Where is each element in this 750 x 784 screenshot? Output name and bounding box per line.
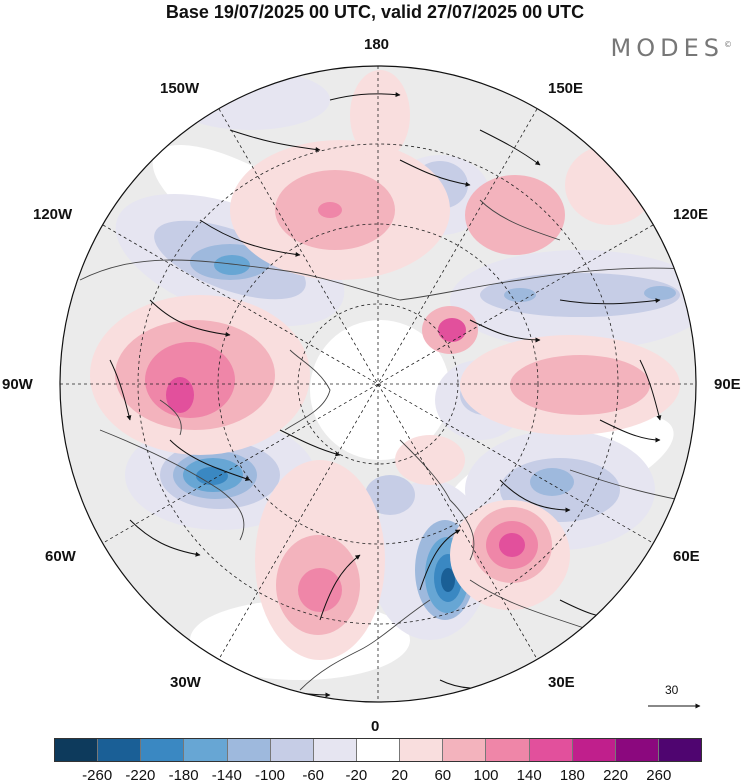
negative-anomaly [480, 273, 680, 317]
positive-anomaly [465, 175, 565, 255]
polar-cap-neutral [310, 320, 450, 460]
lon-label-0: 0 [371, 718, 380, 735]
colorbar-tick-label: -180 [168, 767, 199, 784]
colorbar-tick-label: 60 [434, 767, 452, 784]
colorbar-tick-label: 100 [473, 767, 499, 784]
copyright-mark: © [724, 40, 732, 49]
negative-anomaly [530, 468, 574, 496]
colorbar-tick-label: -100 [254, 767, 286, 784]
wind-streamlines [109, 92, 662, 698]
colorbar-swatch [98, 739, 142, 761]
colorbar-swatch [184, 739, 228, 761]
negative-anomaly [170, 70, 330, 130]
modes-logo: MODES© [611, 34, 732, 62]
colorbar-tick-label: -260 [82, 767, 113, 784]
coastlines [79, 199, 696, 691]
colorbar-tick-label: -20 [345, 767, 368, 784]
positive-anomaly [510, 355, 650, 415]
graticule [60, 66, 696, 702]
negative-anomaly [214, 255, 250, 275]
lon-label-120w: 120W [33, 206, 73, 223]
colorbar-tick-label: 260 [646, 767, 672, 784]
positive-anomaly [499, 533, 525, 557]
lon-label-30w: 30W [170, 674, 201, 691]
positive-anomaly [350, 70, 410, 160]
positive-anomaly [395, 435, 465, 485]
colorbar-swatch [270, 739, 314, 761]
colorbar [54, 738, 702, 762]
positive-anomaly [565, 145, 655, 225]
map-title: Base 19/07/2025 00 UTC, valid 27/07/2025… [165, 2, 585, 22]
colorbar-tick-label: 140 [516, 767, 542, 784]
lon-label-90w: 90W [2, 376, 33, 393]
colorbar-tick-label: 20 [391, 767, 408, 784]
colorbar-swatch [443, 739, 487, 761]
lon-label-90e: 90E [714, 376, 741, 393]
colorbar-swatch [356, 739, 401, 761]
colorbar-tick-label: -140 [211, 767, 242, 784]
lon-label-150e: 150E [548, 80, 584, 97]
colorbar-swatch [572, 739, 616, 761]
negative-anomaly [365, 475, 415, 515]
positive-anomaly [318, 202, 342, 218]
colorbar-swatch [658, 739, 702, 761]
lon-label-30e: 30E [548, 674, 575, 691]
negative-anomaly [644, 286, 676, 300]
vector-scale-label: 30 [665, 683, 679, 697]
colorbar-tick-label: 220 [603, 767, 629, 784]
colorbar-swatch [55, 739, 99, 761]
positive-anomaly [438, 318, 466, 342]
lon-label-60e: 60E [673, 548, 700, 565]
colorbar-swatch [313, 739, 357, 761]
negative-anomaly [196, 467, 228, 485]
brand-text: MODES [610, 34, 724, 62]
anomaly-field [60, 66, 696, 702]
colorbar-swatch [141, 739, 185, 761]
positive-anomaly [298, 568, 342, 612]
negative-anomaly [441, 568, 455, 592]
colorbar-swatch [400, 739, 444, 761]
lon-label-120e: 120E [673, 206, 709, 223]
colorbar-swatch [529, 739, 573, 761]
colorbar-tick-label: -220 [125, 767, 156, 784]
colorbar-swatch [486, 739, 530, 761]
colorbar-swatch [615, 739, 659, 761]
lon-label-60w: 60W [45, 548, 76, 565]
positive-anomaly [166, 377, 194, 413]
negative-anomaly [504, 288, 536, 302]
lon-label-180: 180 [364, 36, 390, 53]
map-border [59, 65, 697, 703]
colorbar-tick-label: 180 [559, 767, 585, 784]
colorbar-tick-label: -60 [302, 767, 325, 784]
colorbar-swatch [227, 739, 271, 761]
lon-label-150w: 150W [160, 80, 200, 97]
